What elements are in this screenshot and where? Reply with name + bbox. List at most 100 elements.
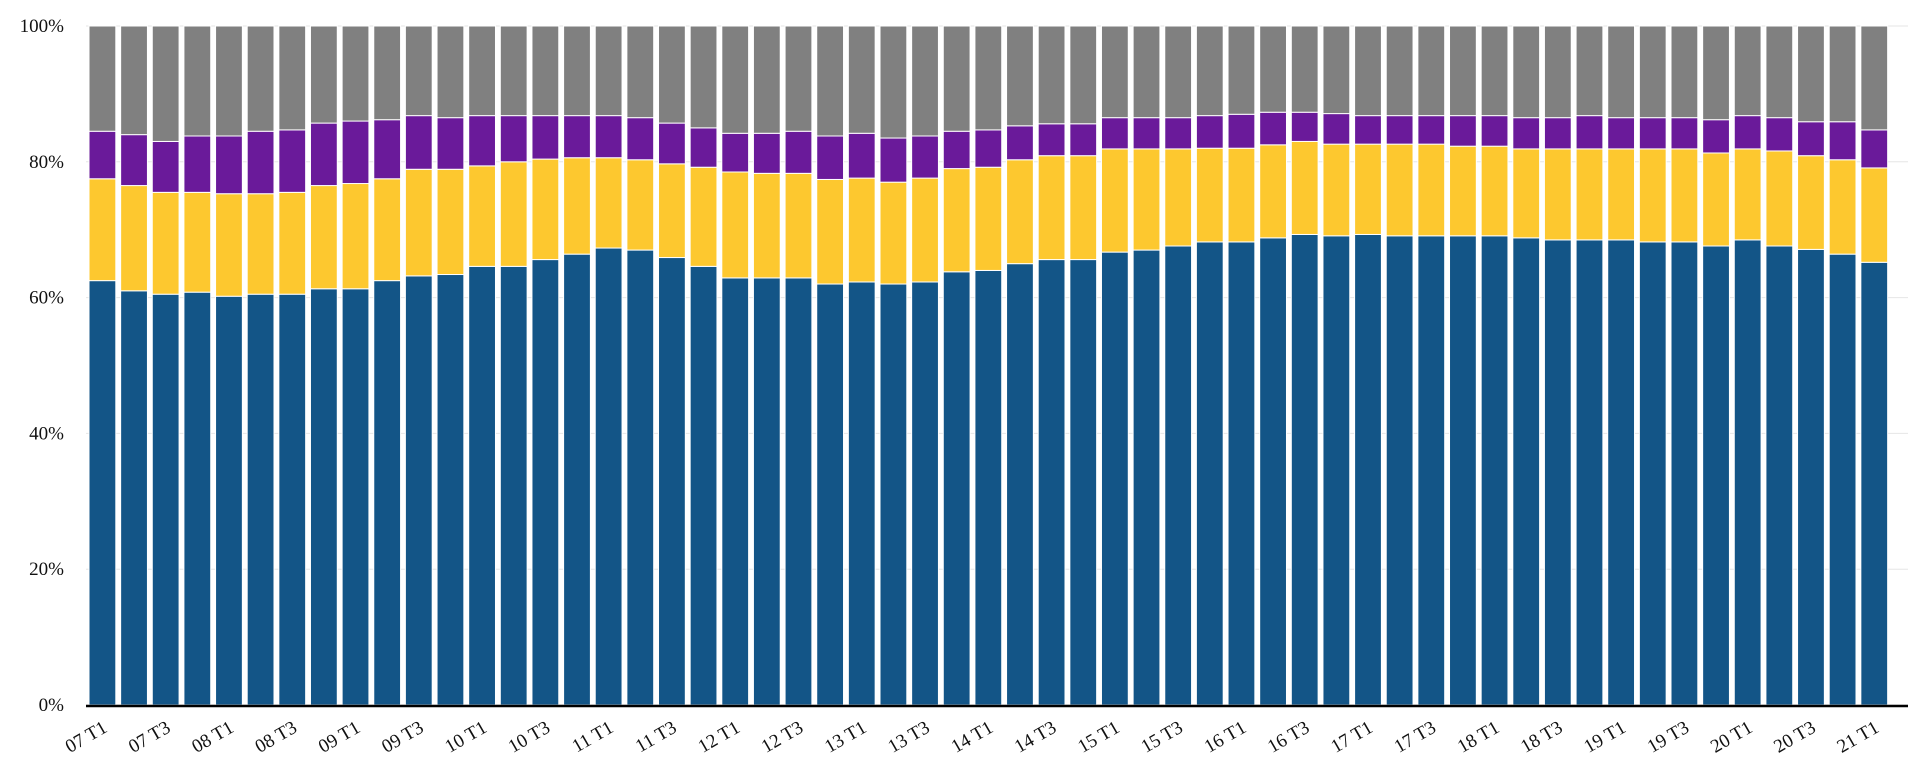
x-tick-label: 11 T1 bbox=[569, 717, 617, 757]
bar-segment bbox=[1670, 148, 1699, 243]
bar-segment bbox=[436, 274, 465, 706]
bar-segment bbox=[1164, 148, 1193, 247]
bar-segment bbox=[246, 130, 275, 195]
bar-segment bbox=[1417, 25, 1446, 117]
bar-segment bbox=[373, 178, 402, 282]
bar-segment bbox=[847, 25, 876, 134]
bar-segment bbox=[1417, 115, 1446, 145]
bar-segment bbox=[816, 178, 845, 285]
bar-segment bbox=[1797, 121, 1825, 157]
x-tick-label: 16 T1 bbox=[1201, 717, 1250, 757]
x-tick-label: 14 T1 bbox=[948, 717, 997, 757]
bar-segment bbox=[879, 25, 908, 139]
bar-segment bbox=[1512, 117, 1541, 150]
x-tick-label: 19 T3 bbox=[1644, 717, 1693, 757]
bar-segment bbox=[404, 115, 433, 170]
bar-segment bbox=[1069, 25, 1098, 125]
x-tick-label: 12 T3 bbox=[758, 717, 807, 757]
bar-segment bbox=[816, 283, 845, 706]
bar-segment bbox=[721, 277, 750, 706]
bar-segment bbox=[183, 291, 212, 706]
bar-segment bbox=[1037, 25, 1066, 125]
bar-segment bbox=[847, 281, 876, 706]
bar-segment bbox=[436, 117, 465, 170]
bar-segment bbox=[1069, 123, 1098, 157]
x-tick-label: 13 T1 bbox=[821, 717, 870, 757]
bar-segment bbox=[468, 25, 496, 117]
bar-segment bbox=[215, 193, 243, 297]
bar-segment bbox=[436, 168, 465, 276]
bar-segment bbox=[847, 177, 876, 283]
bar-segment bbox=[658, 122, 686, 165]
bar-segment bbox=[278, 293, 307, 706]
bar-segment bbox=[1860, 261, 1889, 706]
bar-segment bbox=[974, 25, 1003, 131]
bar-segment bbox=[594, 157, 623, 249]
x-tick-label: 13 T3 bbox=[884, 717, 933, 757]
bar-segment bbox=[1449, 235, 1477, 706]
bar-segment bbox=[1702, 245, 1730, 706]
bar-segment bbox=[1354, 143, 1382, 235]
bar-segment bbox=[1354, 233, 1382, 706]
bar-segment bbox=[1860, 167, 1889, 263]
bar-segment bbox=[531, 259, 560, 706]
bar-segment bbox=[911, 177, 939, 283]
bar-segment bbox=[88, 178, 117, 282]
bar-segment bbox=[309, 122, 338, 187]
bar-segment bbox=[120, 25, 148, 136]
x-tick-label: 08 T3 bbox=[252, 717, 301, 757]
bar-segment bbox=[1860, 129, 1889, 169]
bar-segment bbox=[183, 25, 212, 137]
bar-segment bbox=[689, 166, 718, 267]
bar-segment bbox=[626, 117, 655, 161]
bar-segment bbox=[215, 295, 243, 706]
bar-segment bbox=[1480, 25, 1509, 117]
bar-segment bbox=[499, 25, 528, 117]
bar-segment bbox=[689, 25, 718, 129]
bar-segment bbox=[499, 265, 528, 706]
bar-segment bbox=[1828, 159, 1857, 255]
x-tick-label: 14 T3 bbox=[1011, 717, 1060, 757]
bar-segment bbox=[1449, 145, 1477, 237]
bar-segment bbox=[1006, 25, 1034, 127]
bar-segment bbox=[468, 265, 496, 706]
bar-segment bbox=[1733, 25, 1762, 117]
bar-segment bbox=[563, 253, 591, 706]
bar-segment bbox=[1575, 148, 1604, 241]
bar-segment bbox=[1164, 117, 1193, 150]
x-tick-label: 16 T3 bbox=[1264, 717, 1313, 757]
bar-segment bbox=[1733, 148, 1762, 241]
bar-segment bbox=[911, 281, 939, 706]
x-tick-label: 15 T1 bbox=[1074, 717, 1123, 757]
y-tick-label: 0% bbox=[39, 695, 65, 716]
bar-segment bbox=[1417, 235, 1446, 706]
bar-segment bbox=[1290, 140, 1319, 235]
x-tick-label: 21 T1 bbox=[1834, 717, 1883, 757]
bar-segment bbox=[373, 119, 402, 180]
bar-segment bbox=[689, 265, 718, 706]
bar-segment bbox=[88, 130, 117, 180]
bar-segment bbox=[151, 140, 180, 193]
bar-segment bbox=[1100, 117, 1129, 150]
bar-segment bbox=[1607, 25, 1636, 119]
bar-segment bbox=[1638, 148, 1667, 243]
bar-segment bbox=[246, 25, 275, 132]
bar-segment bbox=[1543, 25, 1572, 119]
bar-segment bbox=[1259, 237, 1287, 706]
bar-segment bbox=[1607, 239, 1636, 706]
bar-segment bbox=[183, 191, 212, 293]
bar-segment bbox=[1828, 25, 1857, 123]
x-tick-label: 11 T3 bbox=[632, 717, 680, 757]
bar-segment bbox=[816, 135, 845, 180]
bar-segment bbox=[563, 25, 591, 117]
bar-segment bbox=[373, 25, 402, 121]
bar-segment bbox=[1797, 25, 1825, 123]
bar-segment bbox=[531, 25, 560, 117]
bar-segment bbox=[1512, 25, 1541, 119]
y-tick-label: 60% bbox=[29, 288, 64, 309]
y-tick-label: 20% bbox=[29, 559, 64, 580]
bar-segment bbox=[404, 275, 433, 706]
bar-segment bbox=[499, 161, 528, 267]
bar-segment bbox=[1512, 237, 1541, 706]
